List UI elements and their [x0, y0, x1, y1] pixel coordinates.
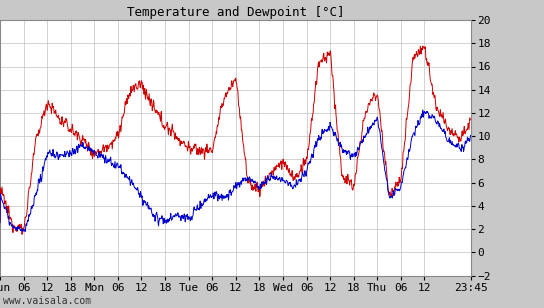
Title: Temperature and Dewpoint [°C]: Temperature and Dewpoint [°C]	[127, 6, 344, 19]
Text: www.vaisala.com: www.vaisala.com	[3, 297, 91, 306]
